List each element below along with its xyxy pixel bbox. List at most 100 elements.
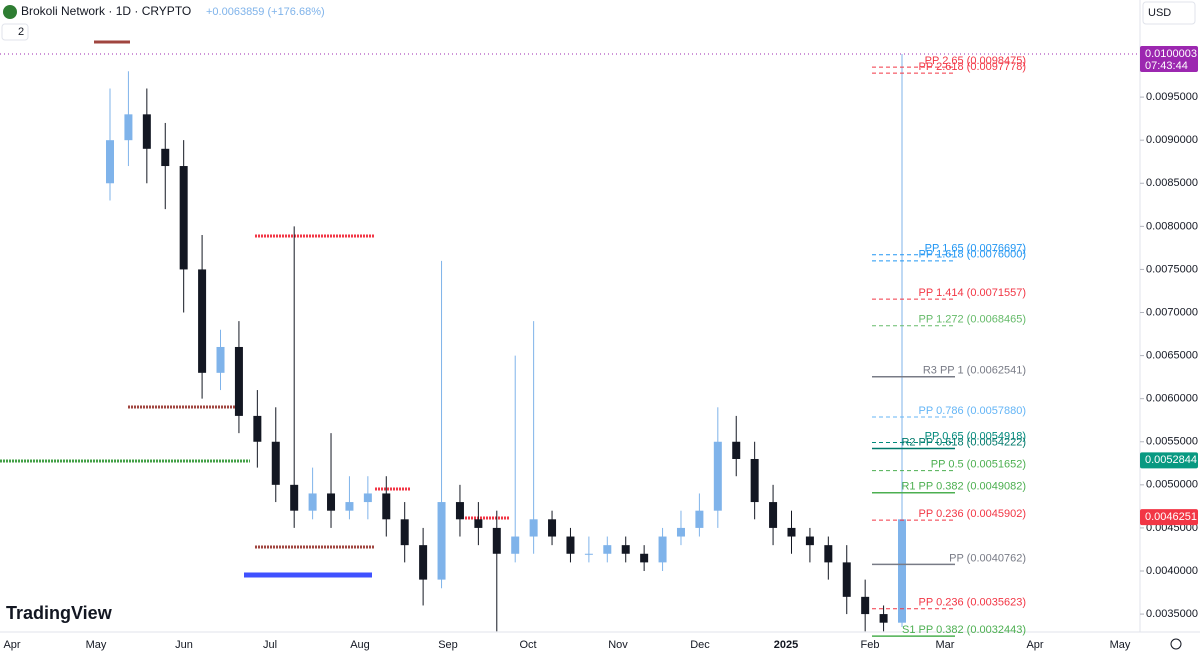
pivot-label: PP 0.5 (0.0051652) bbox=[931, 459, 1026, 471]
x-tick-label: May bbox=[86, 639, 107, 651]
x-tick-label: Oct bbox=[519, 639, 536, 651]
currency[interactable]: USD bbox=[1148, 7, 1171, 19]
price-tag bbox=[1140, 45, 1198, 72]
price-tag-label: 0.0100003 bbox=[1145, 48, 1197, 60]
candle-body bbox=[142, 114, 151, 149]
pivot-label: PP 0.786 (0.0057880) bbox=[919, 405, 1026, 417]
y-tick-label: 0.0060000 bbox=[1146, 393, 1198, 405]
candle-body bbox=[400, 519, 409, 546]
candle-body bbox=[290, 484, 299, 511]
pivot-label: PP 2.618 (0.0097778) bbox=[919, 61, 1026, 73]
y-tick-label: 0.0095000 bbox=[1146, 91, 1198, 103]
candle-body bbox=[750, 458, 759, 503]
candle-body bbox=[179, 166, 188, 270]
candle-body bbox=[879, 614, 888, 623]
y-tick-label: 0.0040000 bbox=[1146, 565, 1198, 577]
y-tick-label: 0.0075000 bbox=[1146, 263, 1198, 275]
x-tick-label: Mar bbox=[936, 639, 955, 651]
candle-body bbox=[124, 114, 133, 141]
y-tick-label: 0.0085000 bbox=[1146, 177, 1198, 189]
x-tick-label: Nov bbox=[608, 639, 628, 651]
pivot-label: R3 PP 1 (0.0062541) bbox=[923, 365, 1026, 377]
x-tick-label: Apr bbox=[3, 639, 20, 651]
candle-body bbox=[345, 502, 354, 511]
pivot-label: R2 PP 0.618 (0.0054222) bbox=[901, 436, 1026, 448]
candle-body bbox=[584, 553, 593, 555]
candle-body bbox=[198, 269, 207, 373]
y-tick-label: 0.0035000 bbox=[1146, 608, 1198, 620]
x-tick-label: Jun bbox=[175, 639, 193, 651]
candle-body bbox=[548, 519, 557, 537]
candle-body bbox=[842, 562, 851, 597]
currency-button[interactable] bbox=[1142, 1, 1196, 25]
y-tick-label: 0.0070000 bbox=[1146, 306, 1198, 318]
candle-body bbox=[327, 493, 336, 511]
settings-icon[interactable] bbox=[1170, 638, 1182, 650]
candle-body bbox=[713, 441, 722, 511]
candle-body bbox=[419, 545, 428, 580]
candle-body bbox=[308, 493, 317, 511]
pivot-label: PP 0.236 (0.0035623) bbox=[919, 597, 1026, 609]
symbol-title: Brokoli Network · 1D · CRYPTO bbox=[21, 4, 191, 18]
price-tag-label: 0.0046251 bbox=[1145, 511, 1197, 523]
price-tag bbox=[1140, 452, 1198, 469]
candle-body bbox=[824, 545, 833, 563]
price-change: +0.0063859 (+176.68%) bbox=[206, 6, 325, 18]
candle-body bbox=[382, 493, 391, 520]
candle-body bbox=[234, 346, 243, 416]
y-tick-label: 0.0090000 bbox=[1146, 134, 1198, 146]
pivot-label: R1 PP 0.382 (0.0049082) bbox=[901, 481, 1026, 493]
x-tick-label: 2025 bbox=[774, 639, 798, 651]
candle-body bbox=[566, 536, 575, 554]
candle-body bbox=[511, 536, 520, 554]
candle-body bbox=[216, 346, 225, 373]
y-tick-label: 0.0080000 bbox=[1146, 220, 1198, 232]
pivot-label: PP 0.65 (0.0054918) bbox=[925, 430, 1026, 442]
candle-body bbox=[787, 527, 796, 537]
candle-body bbox=[805, 536, 814, 546]
y-tick-label: 0.0050000 bbox=[1146, 479, 1198, 491]
candle-body bbox=[898, 519, 906, 623]
candle-body bbox=[271, 441, 280, 485]
x-tick-label: May bbox=[1110, 639, 1131, 651]
pivot-label: S1 PP 0.382 (0.0032443) bbox=[902, 624, 1026, 636]
candle-body bbox=[603, 545, 612, 554]
plot: 0.00350000.00400000.00450000.00500000.00… bbox=[3, 45, 1198, 651]
candle-body bbox=[474, 519, 483, 528]
brand-logo: TradingView bbox=[6, 603, 113, 623]
x-tick-label: Apr bbox=[1026, 639, 1043, 651]
pivot-label: PP 2.65 (0.0098475) bbox=[925, 55, 1026, 67]
price-tag bbox=[1140, 509, 1198, 526]
candle-body bbox=[640, 553, 649, 563]
pivot-label: PP 0.236 (0.0045902) bbox=[919, 508, 1026, 520]
candle-body bbox=[732, 441, 741, 459]
y-tick-label: 0.0055000 bbox=[1146, 436, 1198, 448]
candle-body bbox=[106, 140, 114, 184]
x-tick-label: Feb bbox=[861, 639, 880, 651]
candle-body bbox=[437, 502, 446, 580]
price-tag-countdown: 07:43:44 bbox=[1145, 60, 1188, 72]
pivot-label: PP 1.414 (0.0071557) bbox=[919, 287, 1026, 299]
candle-body bbox=[161, 148, 170, 167]
candle-body bbox=[253, 415, 262, 442]
candle-body bbox=[861, 596, 870, 615]
candle-body bbox=[695, 510, 704, 528]
y-tick-label: 0.0065000 bbox=[1146, 349, 1198, 361]
candle-body bbox=[658, 536, 667, 563]
indicator-count[interactable]: 2 bbox=[18, 26, 24, 38]
x-tick-label: Sep bbox=[438, 639, 458, 651]
indicator-toggle[interactable] bbox=[1, 23, 29, 41]
symbol-icon bbox=[3, 5, 17, 19]
pivot-label: PP 1.65 (0.0076697) bbox=[925, 243, 1026, 255]
candle-body bbox=[621, 545, 630, 554]
x-tick-label: Dec bbox=[690, 639, 710, 651]
candle-body bbox=[492, 527, 501, 554]
candle-body bbox=[455, 502, 464, 520]
x-tick-label: Jul bbox=[263, 639, 277, 651]
candle-body bbox=[529, 519, 538, 537]
pivot-label: PP (0.0040762) bbox=[949, 552, 1026, 564]
pivot-label: PP 1.618 (0.0076000) bbox=[919, 249, 1026, 261]
price-tag-label: 0.0052844 bbox=[1145, 454, 1197, 466]
